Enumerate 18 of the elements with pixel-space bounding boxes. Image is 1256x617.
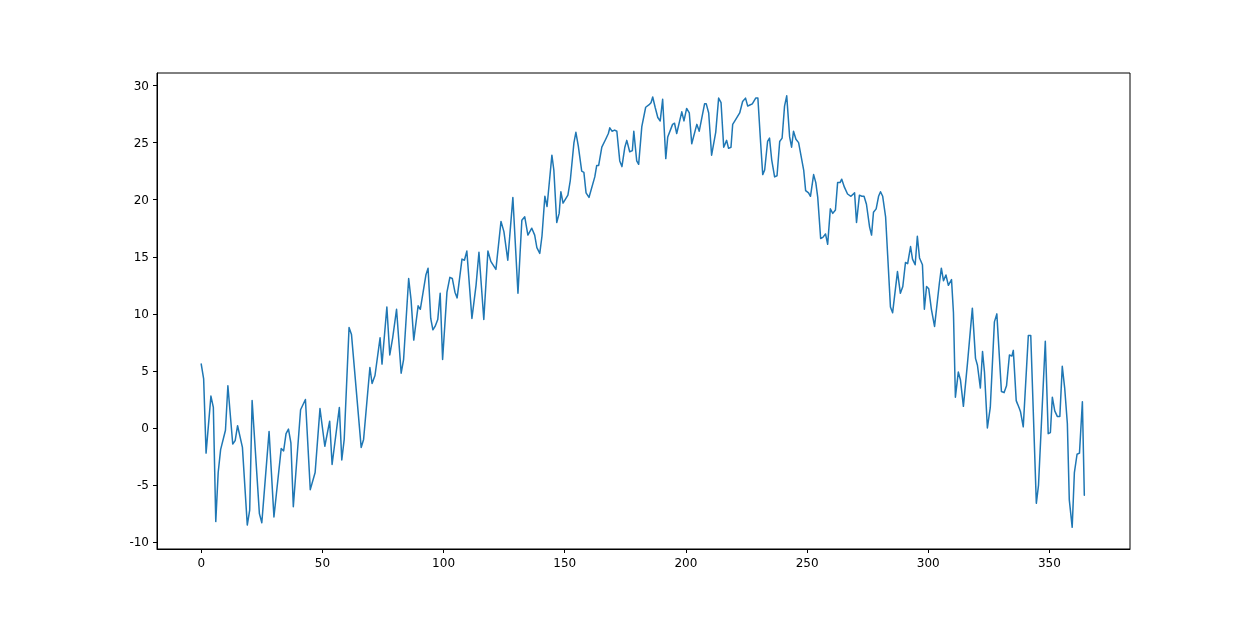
x-tick-label: 150: [553, 556, 577, 570]
y-tick-label: 5: [141, 363, 149, 378]
line-series: [200, 95, 1086, 529]
y-tick-label: -10: [129, 535, 149, 550]
y-tick-label: 20: [133, 192, 149, 207]
x-tick-label: 100: [432, 556, 456, 570]
y-tick-label: 30: [133, 78, 149, 93]
x-tick-label: 200: [674, 556, 698, 570]
x-tick-label: 0: [197, 556, 206, 570]
y-tick-label: 0: [141, 421, 149, 435]
x-tick-label: 300: [916, 556, 940, 570]
y-tick-label: 10: [133, 306, 149, 321]
y-tick-label: 25: [133, 135, 149, 150]
y-tick-label: 15: [133, 249, 149, 264]
y-tick-label: -5: [137, 478, 149, 493]
x-tick-label: 250: [795, 556, 819, 570]
x-tick-label: 50: [314, 556, 331, 570]
x-tick-label: 350: [1037, 556, 1061, 570]
